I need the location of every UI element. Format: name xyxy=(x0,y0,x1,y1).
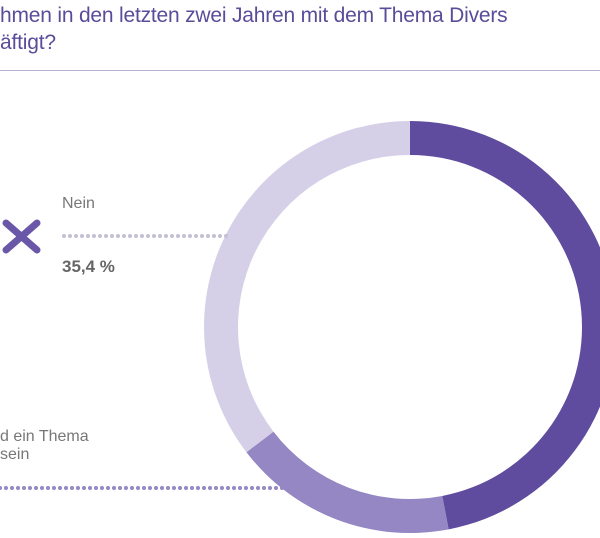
slice-label-middle: d ein Thema sein xyxy=(0,428,89,464)
donut-slice-middle xyxy=(246,431,449,533)
chart-title: hmen in den letzten zwei Jahren mit dem … xyxy=(0,2,600,56)
slice-value-nein: 35,4 % xyxy=(62,257,115,276)
donut-slice-nein xyxy=(203,120,410,453)
chart-title-line-2: äftigt? xyxy=(0,31,56,54)
slice-label-nein: Nein xyxy=(62,195,95,212)
chart-title-line-1: hmen in den letzten zwei Jahren mit dem … xyxy=(0,4,508,27)
title-divider xyxy=(0,70,600,71)
slice-label-middle-line-2: sein xyxy=(0,446,30,463)
donut-slices xyxy=(203,120,600,533)
donut-slice-yes xyxy=(410,121,600,530)
slice-label-middle-line-1: d ein Thema xyxy=(0,428,89,445)
no-marker-icon xyxy=(2,219,41,254)
